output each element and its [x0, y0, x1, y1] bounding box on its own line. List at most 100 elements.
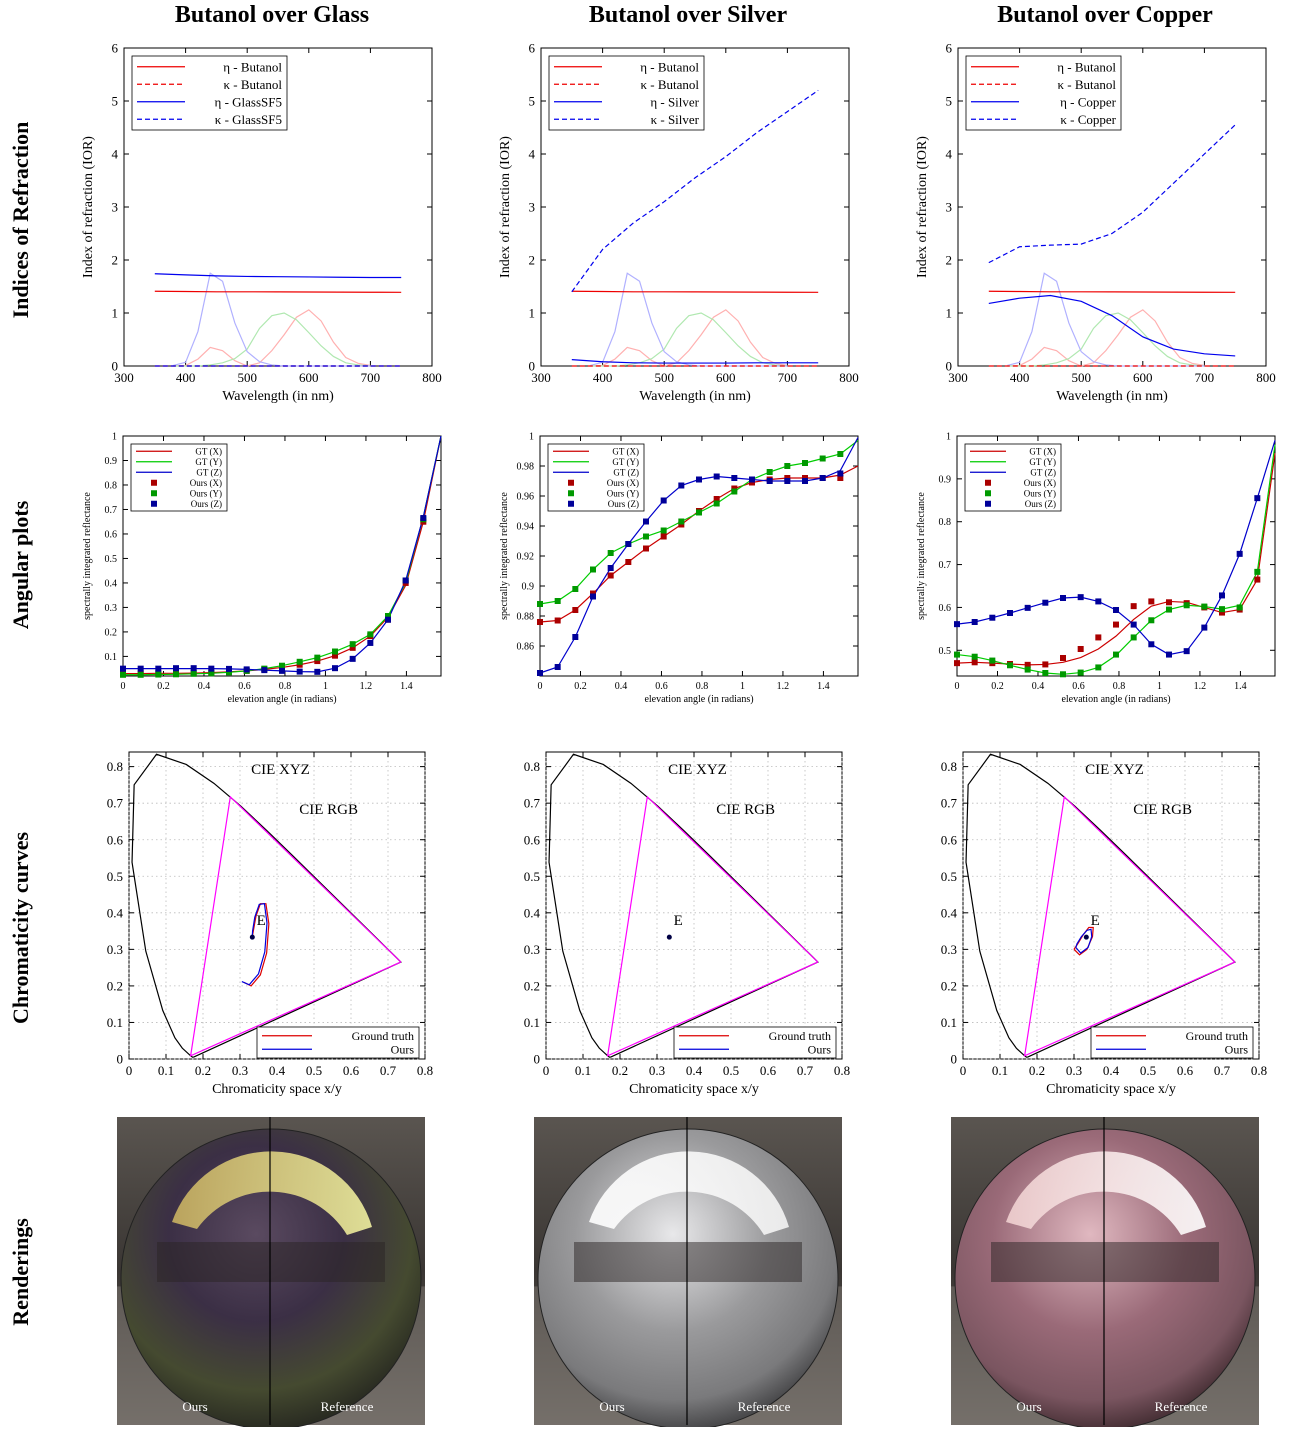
- chart: 0 0.2 0.4 0.6 0.8 1 1.2 1.4 0.1 0.2 0.3 0.4 0.5 0.6 0.…: [82, 432, 442, 705]
- data-marker: [155, 665, 162, 672]
- legend-label: η - Butanol: [223, 59, 282, 74]
- x-tick-label: 1: [740, 681, 745, 692]
- rendering: Ours Reference: [534, 1117, 842, 1430]
- data-marker: [572, 607, 579, 613]
- series-line: [590, 309, 788, 367]
- x-tick-label: 0: [126, 1063, 133, 1078]
- y-tick-label: 0.5: [107, 869, 123, 884]
- x-tick-label: 0.6: [238, 681, 251, 692]
- legend-label: GT (Y): [195, 457, 222, 467]
- data-marker: [1219, 609, 1225, 616]
- x-tick-label: 1.2: [360, 681, 373, 692]
- x-tick-label: 0.2: [157, 681, 170, 692]
- legend-label: Ground truth: [1186, 1029, 1248, 1043]
- data-marker: [971, 619, 978, 625]
- y-tick-label: 0.3: [105, 603, 118, 614]
- y-tick-label: 0.7: [524, 796, 541, 811]
- y-tick-label: 3: [529, 200, 536, 215]
- data-marker: [537, 670, 543, 676]
- series-line: [1073, 926, 1094, 956]
- series-line: [571, 290, 819, 293]
- series-line: [571, 359, 819, 364]
- y-tick-label: 0.9: [939, 474, 952, 485]
- sphere-highlight: [172, 1151, 372, 1235]
- x-axis-label: Chromaticity space x/y: [1046, 1082, 1176, 1097]
- x-tick-label: 300: [531, 370, 551, 385]
- data-marker: [590, 593, 596, 600]
- x-tick-label: 0.8: [1113, 681, 1126, 692]
- data-marker: [1254, 576, 1261, 583]
- row-label: Indices of Refraction: [8, 122, 33, 319]
- legend-label: Ground truth: [769, 1029, 831, 1043]
- x-axis-label: elevation angle (in radians): [644, 694, 753, 705]
- y-tick-label: 4: [946, 147, 953, 162]
- annotation: CIE RGB: [1133, 802, 1192, 818]
- y-tick-label: 2: [112, 253, 119, 268]
- chart: 300 400 500 600 700 800 0 1 2 3 4 5 6 Wavelength (in …: [498, 41, 859, 404]
- data-marker: [1007, 662, 1013, 669]
- y-tick-label: 1: [946, 432, 951, 443]
- x-tick-label: 0.4: [615, 681, 628, 692]
- y-tick-label: 1: [112, 306, 119, 321]
- series-line: [965, 753, 1236, 1058]
- data-marker: [989, 657, 996, 664]
- data-marker: [971, 659, 978, 666]
- data-marker: [802, 478, 808, 484]
- legend-swatch: [985, 500, 991, 507]
- data-marker: [208, 665, 215, 672]
- y-tick-label: 0.86: [517, 642, 535, 653]
- sphere-highlight: [1006, 1151, 1206, 1235]
- legend-label: GT (X): [612, 446, 639, 456]
- column-title: Butanol over Silver: [589, 2, 788, 28]
- annotation: CIE XYZ: [251, 762, 310, 778]
- y-tick-label: 0.6: [524, 832, 541, 847]
- rendering-label: Ours: [599, 1399, 624, 1414]
- x-tick-label: 0.5: [1140, 1063, 1156, 1078]
- y-tick-label: 0.7: [939, 560, 952, 571]
- series-line: [606, 795, 819, 1057]
- series-line: [590, 312, 788, 367]
- data-marker: [607, 550, 614, 556]
- building-band: [991, 1242, 1219, 1282]
- data-marker: [643, 518, 649, 525]
- x-tick-label: 0.3: [649, 1063, 665, 1078]
- annotation: E: [674, 913, 683, 929]
- x-tick-label: 1.4: [400, 681, 413, 692]
- y-axis-label: spectrally integrated reflectance: [82, 492, 93, 620]
- x-tick-label: 0.8: [417, 1063, 433, 1078]
- x-tick-label: 0.2: [1029, 1063, 1045, 1078]
- legend-label: η - Butanol: [640, 59, 699, 74]
- series-line: [1007, 272, 1205, 367]
- x-tick-label: 0.6: [1177, 1063, 1194, 1078]
- annotation: E: [1091, 913, 1100, 929]
- data-marker: [1166, 651, 1172, 658]
- legend-label: κ - Silver: [651, 112, 700, 127]
- data-marker: [1130, 634, 1137, 641]
- legend-swatch: [151, 490, 157, 497]
- data-marker: [572, 586, 579, 592]
- y-tick-label: 0.8: [105, 480, 118, 491]
- data-marker: [1201, 603, 1208, 610]
- y-tick-label: 0.9: [522, 582, 535, 593]
- data-marker: [1060, 671, 1066, 678]
- y-tick-label: 3: [112, 200, 119, 215]
- annotation: CIE RGB: [716, 802, 775, 818]
- legend-label: κ - Butanol: [640, 77, 699, 92]
- data-marker: [367, 639, 374, 646]
- x-tick-label: 500: [237, 370, 257, 385]
- legend-box: [130, 443, 228, 512]
- legend-label: Ours (Z): [191, 499, 222, 509]
- legend-label: GT (Z): [1030, 467, 1056, 477]
- data-marker: [954, 660, 960, 667]
- data-marker: [1007, 610, 1013, 616]
- plot-frame: [122, 435, 442, 677]
- legend-label: κ - Butanol: [223, 77, 282, 92]
- data-point: [1083, 934, 1089, 940]
- legend-label: κ - Butanol: [1057, 77, 1116, 92]
- y-tick-label: 0.4: [105, 578, 118, 589]
- legend-label: η - Butanol: [1057, 59, 1116, 74]
- data-marker: [1113, 621, 1119, 628]
- data-marker: [332, 665, 338, 672]
- x-tick-label: 0.1: [575, 1063, 591, 1078]
